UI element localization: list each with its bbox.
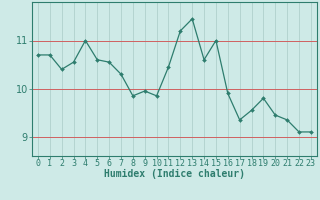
X-axis label: Humidex (Indice chaleur): Humidex (Indice chaleur)	[104, 169, 245, 179]
